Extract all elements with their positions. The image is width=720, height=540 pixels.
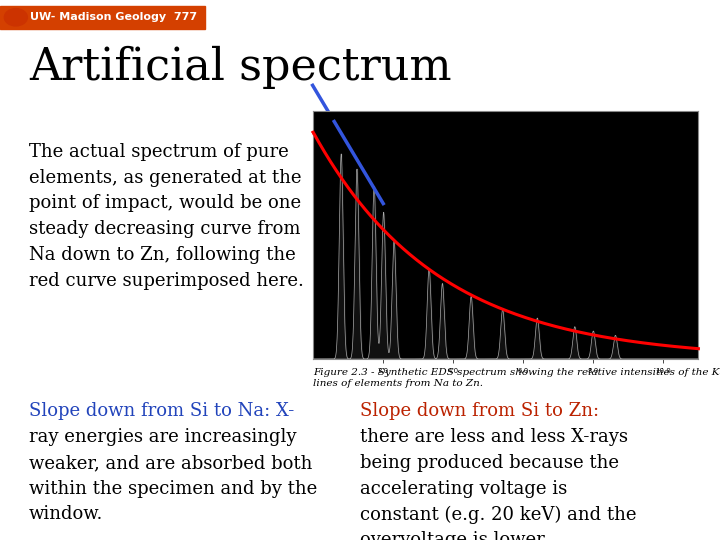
Text: UW- Madison Geology  777: UW- Madison Geology 777 [30,12,197,22]
Circle shape [4,9,27,26]
Text: Slope down from Si to Na: X-: Slope down from Si to Na: X- [29,402,294,420]
Bar [313,359,698,402]
Text: there are less and less X-rays
being produced because the
accelerating voltage i: there are less and less X-rays being pro… [360,428,636,540]
Text: Artificial spectrum: Artificial spectrum [29,46,451,89]
Text: Figure 2.3 - Synthetic EDS spectrum showing the relative intensities of the Ka
l: Figure 2.3 - Synthetic EDS spectrum show… [313,368,720,388]
Text: ray energies are increasingly
weaker, and are absorbed both
within the specimen : ray energies are increasingly weaker, an… [29,428,317,523]
FancyBboxPatch shape [0,6,205,29]
Text: The actual spectrum of pure
elements, as generated at the
point of impact, would: The actual spectrum of pure elements, as… [29,143,304,289]
Text: Slope down from Si to Zn:: Slope down from Si to Zn: [360,402,599,420]
